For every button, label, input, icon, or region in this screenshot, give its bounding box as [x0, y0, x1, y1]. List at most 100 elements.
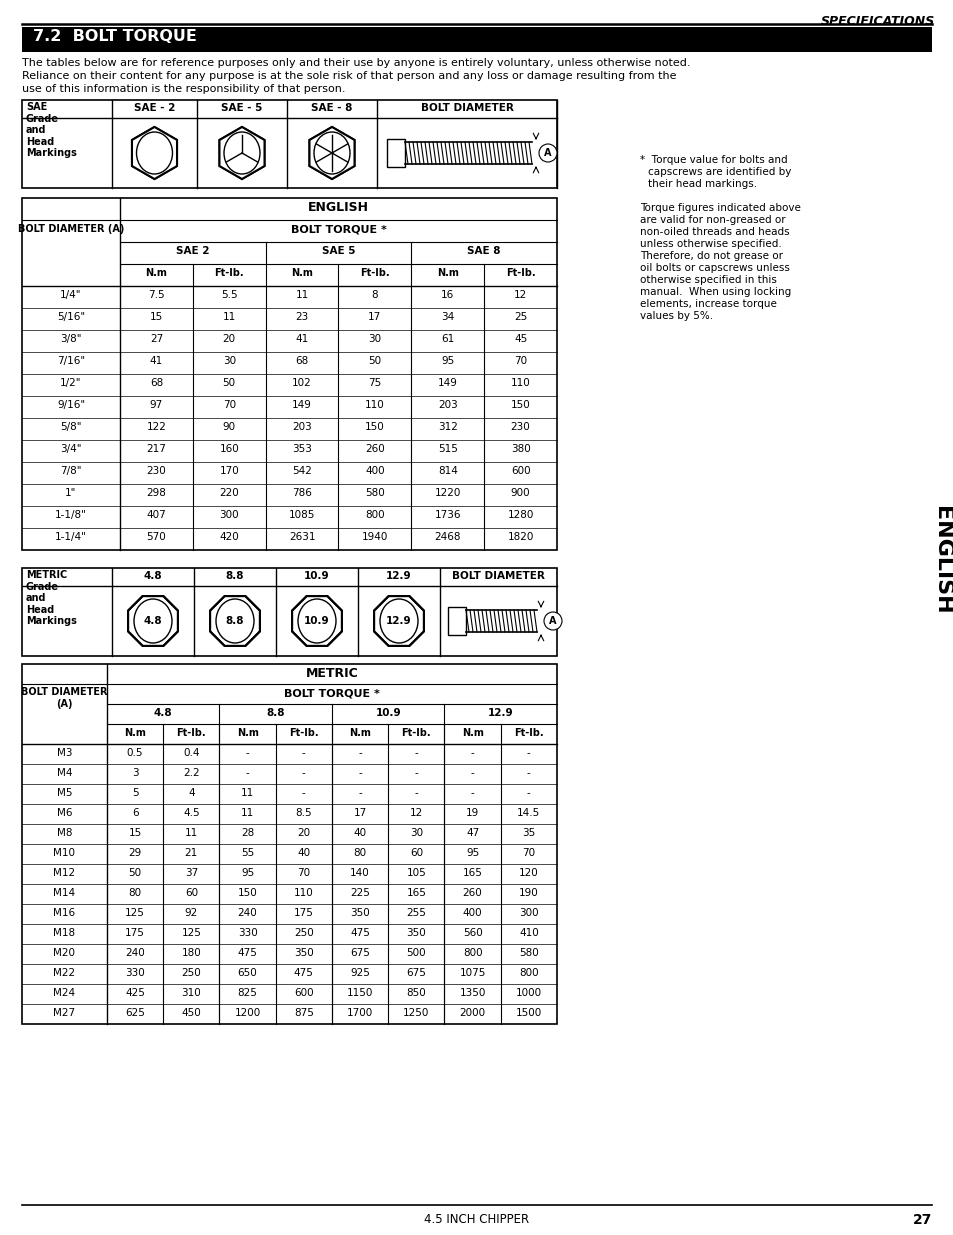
Text: 650: 650: [237, 968, 257, 978]
Text: 225: 225: [350, 888, 370, 898]
Text: 542: 542: [292, 466, 312, 475]
Text: 350: 350: [350, 908, 370, 918]
Text: 1-1/8": 1-1/8": [55, 510, 87, 520]
Text: -: -: [358, 748, 361, 758]
Polygon shape: [309, 127, 355, 179]
Ellipse shape: [133, 599, 172, 643]
Text: 330: 330: [125, 968, 145, 978]
Text: 515: 515: [437, 445, 457, 454]
Text: 925: 925: [350, 968, 370, 978]
Text: otherwise specified in this: otherwise specified in this: [639, 275, 776, 285]
Text: -: -: [246, 748, 250, 758]
Text: 165: 165: [406, 888, 426, 898]
Text: N.m: N.m: [349, 727, 371, 739]
Text: 560: 560: [462, 927, 482, 939]
Text: 60: 60: [410, 848, 422, 858]
Text: 70: 70: [521, 848, 535, 858]
Text: 1000: 1000: [516, 988, 541, 998]
Text: The tables below are for reference purposes only and their use by anyone is enti: The tables below are for reference purpo…: [22, 58, 690, 68]
Ellipse shape: [215, 599, 253, 643]
Text: 7/8": 7/8": [60, 466, 82, 475]
Text: 1075: 1075: [459, 968, 485, 978]
Text: 400: 400: [462, 908, 482, 918]
Text: 407: 407: [147, 510, 166, 520]
Text: 0.4: 0.4: [183, 748, 199, 758]
Text: 1": 1": [65, 488, 76, 498]
Text: 475: 475: [294, 968, 314, 978]
Text: 8.8: 8.8: [266, 708, 285, 718]
Text: M22: M22: [53, 968, 75, 978]
Text: 150: 150: [365, 422, 384, 432]
Text: SAE - 2: SAE - 2: [133, 103, 175, 112]
Text: 1250: 1250: [403, 1008, 429, 1018]
Text: 7.5: 7.5: [148, 290, 165, 300]
Text: M5: M5: [56, 788, 72, 798]
Text: 1220: 1220: [435, 488, 460, 498]
Text: are valid for non-greased or: are valid for non-greased or: [639, 215, 785, 225]
Text: 5/16": 5/16": [57, 312, 85, 322]
Text: -: -: [470, 748, 474, 758]
Text: 50: 50: [222, 378, 235, 388]
Text: 80: 80: [129, 888, 142, 898]
Text: Ft-lb.: Ft-lb.: [214, 268, 244, 278]
Ellipse shape: [314, 132, 350, 174]
Text: 55: 55: [241, 848, 254, 858]
Text: 150: 150: [237, 888, 257, 898]
Text: Ft-lb.: Ft-lb.: [514, 727, 543, 739]
Text: 149: 149: [437, 378, 457, 388]
Text: SAE 2: SAE 2: [176, 246, 210, 256]
Text: 27: 27: [912, 1213, 931, 1228]
Text: Ft-lb.: Ft-lb.: [505, 268, 535, 278]
Text: SPECIFICATIONS: SPECIFICATIONS: [820, 15, 934, 28]
Text: 140: 140: [350, 868, 370, 878]
Text: 2631: 2631: [289, 532, 315, 542]
Text: 92: 92: [185, 908, 198, 918]
Text: use of this information is the responsibility of that person.: use of this information is the responsib…: [22, 84, 345, 94]
Text: 7.2  BOLT TORQUE: 7.2 BOLT TORQUE: [33, 28, 196, 44]
Text: 47: 47: [465, 827, 478, 839]
Text: 580: 580: [365, 488, 384, 498]
Text: 95: 95: [465, 848, 478, 858]
Text: 90: 90: [222, 422, 235, 432]
Text: 7/16": 7/16": [57, 356, 85, 366]
Circle shape: [538, 144, 557, 162]
Text: manual.  When using locking: manual. When using locking: [639, 287, 790, 296]
Text: *  Torque value for bolts and: * Torque value for bolts and: [639, 156, 787, 165]
Text: -: -: [414, 768, 417, 778]
Text: 30: 30: [368, 333, 381, 345]
Polygon shape: [219, 127, 264, 179]
Text: BOLT TORQUE *: BOLT TORQUE *: [284, 688, 379, 698]
Polygon shape: [292, 597, 341, 646]
Bar: [22, 568, 557, 656]
Text: SAE
Grade
and
Head
Markings: SAE Grade and Head Markings: [26, 103, 77, 158]
Text: 350: 350: [406, 927, 426, 939]
Text: -: -: [526, 748, 530, 758]
Text: 625: 625: [125, 1008, 145, 1018]
Text: 850: 850: [406, 988, 426, 998]
Text: 203: 203: [292, 422, 312, 432]
Text: 8: 8: [372, 290, 377, 300]
Text: M18: M18: [53, 927, 75, 939]
Text: 260: 260: [462, 888, 482, 898]
Text: 30: 30: [222, 356, 235, 366]
Text: 11: 11: [241, 788, 254, 798]
Text: BOLT DIAMETER
(A): BOLT DIAMETER (A): [21, 687, 108, 709]
Bar: [22, 198, 557, 550]
Text: -: -: [526, 768, 530, 778]
Text: 29: 29: [129, 848, 142, 858]
Text: 20: 20: [297, 827, 310, 839]
Text: 12.9: 12.9: [386, 616, 412, 626]
Text: 165: 165: [462, 868, 482, 878]
Text: 15: 15: [129, 827, 142, 839]
Ellipse shape: [297, 599, 335, 643]
Text: 160: 160: [219, 445, 239, 454]
Text: -: -: [358, 788, 361, 798]
Text: 298: 298: [147, 488, 166, 498]
Text: 35: 35: [521, 827, 535, 839]
Text: 0.5: 0.5: [127, 748, 143, 758]
Text: 27: 27: [150, 333, 163, 345]
Text: 1350: 1350: [459, 988, 485, 998]
Text: Ft-lb.: Ft-lb.: [359, 268, 390, 278]
Text: -: -: [358, 768, 361, 778]
Text: Ft-lb.: Ft-lb.: [401, 727, 431, 739]
